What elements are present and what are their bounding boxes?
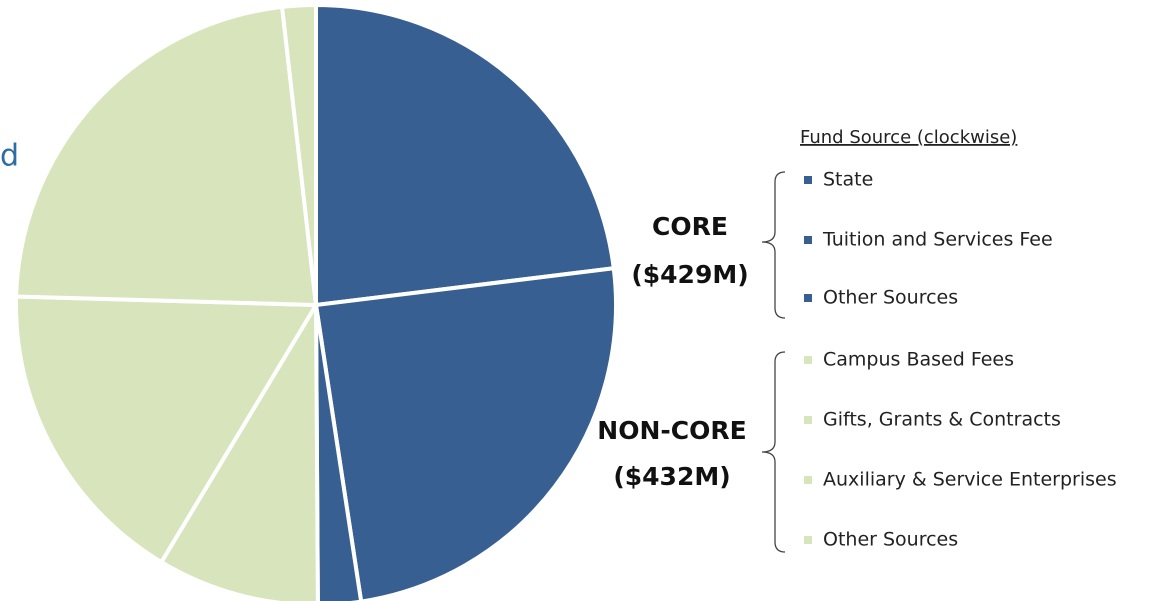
legend-label: Other Sources bbox=[823, 529, 958, 551]
pie-slice bbox=[158, 297, 320, 601]
legend-swatch bbox=[804, 236, 812, 244]
group-amount: ($429M) bbox=[631, 260, 748, 289]
legend-swatch bbox=[804, 416, 812, 424]
legend-label: Tuition and Services Fee bbox=[822, 229, 1053, 251]
pie-slice bbox=[314, 304, 364, 601]
group-label: NON-CORE bbox=[597, 416, 746, 445]
pie-slice bbox=[14, 4, 319, 308]
pie bbox=[14, 2, 618, 601]
pie-slice bbox=[314, 2, 616, 308]
group-label: CORE bbox=[652, 212, 728, 241]
legend: State Tuition and Services Fee Other Sourc… bbox=[804, 169, 1117, 551]
annotation: d bbox=[0, 139, 19, 174]
legend-label: Other Sources bbox=[823, 287, 958, 309]
pie-slice bbox=[279, 2, 318, 306]
legend-swatch bbox=[804, 356, 812, 364]
brace bbox=[761, 351, 786, 553]
pie-slice bbox=[14, 294, 320, 565]
legend-label: State bbox=[823, 169, 873, 191]
legend-label: Gifts, Grants & Contracts bbox=[823, 409, 1061, 431]
legend-label: Campus Based Fees bbox=[823, 349, 1014, 371]
legend-title: Fund Source (clockwise) bbox=[800, 127, 1017, 148]
legend-swatch bbox=[804, 476, 812, 484]
legend-swatch bbox=[804, 176, 812, 184]
pie-slice bbox=[313, 266, 618, 601]
legend-swatch bbox=[804, 536, 812, 544]
brace bbox=[761, 171, 786, 319]
legend-swatch bbox=[804, 294, 812, 302]
legend-label: Auxiliary & Service Enterprises bbox=[823, 469, 1117, 491]
group-amount: ($432M) bbox=[613, 462, 730, 491]
